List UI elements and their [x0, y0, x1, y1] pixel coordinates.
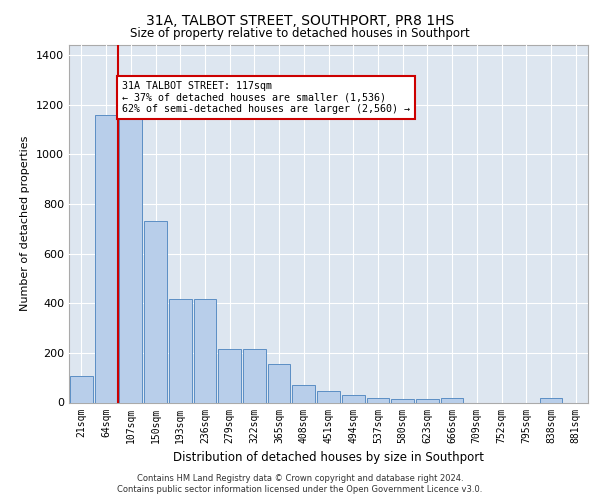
Bar [342, 395, 365, 402]
Bar [169, 300, 191, 403]
Text: Size of property relative to detached houses in Southport: Size of property relative to detached ho… [130, 28, 470, 40]
Bar [70, 376, 93, 402]
Bar [268, 364, 290, 403]
Bar [441, 398, 463, 402]
Bar [95, 114, 118, 403]
Text: 31A TALBOT STREET: 117sqm
← 37% of detached houses are smaller (1,536)
62% of se: 31A TALBOT STREET: 117sqm ← 37% of detac… [122, 81, 410, 114]
Bar [292, 385, 315, 402]
Bar [391, 399, 414, 402]
Bar [317, 390, 340, 402]
Y-axis label: Number of detached properties: Number of detached properties [20, 136, 31, 312]
Bar [119, 114, 142, 403]
Bar [194, 300, 216, 403]
Bar [243, 349, 266, 403]
Text: 31A, TALBOT STREET, SOUTHPORT, PR8 1HS: 31A, TALBOT STREET, SOUTHPORT, PR8 1HS [146, 14, 454, 28]
Bar [416, 399, 439, 402]
Text: Contains HM Land Registry data © Crown copyright and database right 2024.
Contai: Contains HM Land Registry data © Crown c… [118, 474, 482, 494]
Bar [218, 349, 241, 403]
X-axis label: Distribution of detached houses by size in Southport: Distribution of detached houses by size … [173, 451, 484, 464]
Bar [144, 222, 167, 402]
Bar [539, 398, 562, 402]
Bar [367, 398, 389, 402]
